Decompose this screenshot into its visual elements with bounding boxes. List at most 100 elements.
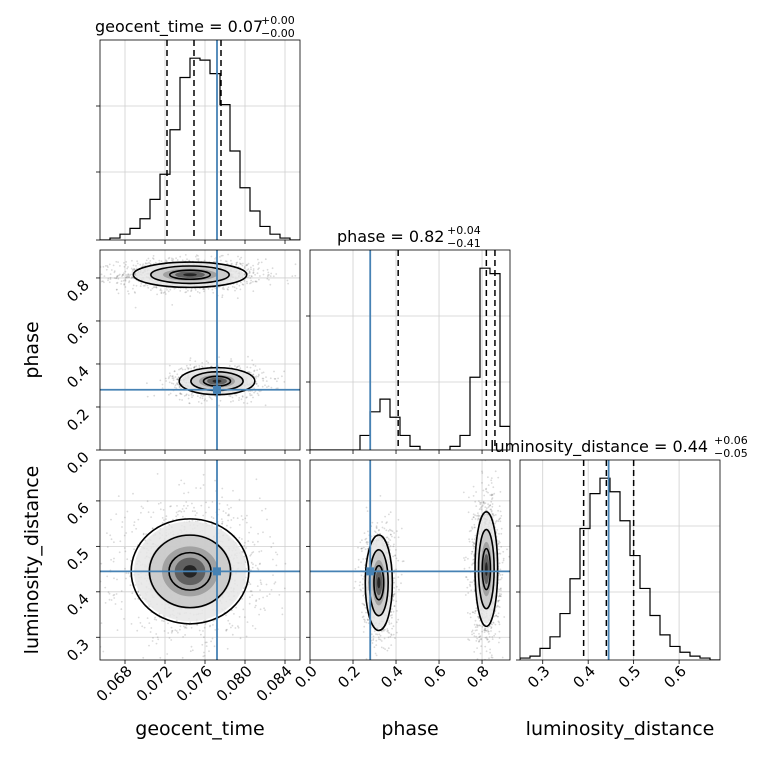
sample-point [120,608,123,610]
contour-line [168,269,212,281]
sample-point [89,597,91,599]
sample-point [250,553,253,556]
sample-point [248,371,251,373]
sample-point [181,399,184,401]
sample-point [221,520,224,523]
sample-point [180,479,183,482]
sample-point [473,651,476,653]
sample-point [106,575,109,578]
sample-point [490,477,493,479]
sample-point [500,527,503,530]
sample-point [241,395,244,398]
sample-point [244,517,247,520]
sample-point [170,639,173,641]
sample-point [241,518,244,521]
sample-point [190,626,193,629]
sample-point [487,503,489,506]
sample-point [180,510,183,513]
sample-point [205,360,208,363]
sample-point [221,487,224,490]
sample-point [136,267,138,270]
sample-point [247,370,250,373]
sample-point [221,254,224,257]
sample-point [246,366,249,369]
sample-point [220,259,222,262]
sample-point [203,626,206,629]
sample-point [500,532,503,535]
sample-point [105,268,108,271]
sample-point [178,385,181,388]
sample-point [238,399,240,401]
sample-point [124,278,127,281]
sample-point [202,514,205,517]
sample-point [254,627,257,630]
sample-point [250,561,253,564]
sample-point [238,284,241,287]
sample-point [485,650,488,653]
sample-point [266,277,269,280]
sample-point [469,585,472,587]
sample-point [498,606,501,608]
sample-point [485,490,488,493]
sample-point [237,626,240,629]
sample-point [211,501,214,503]
sample-point [115,288,118,291]
sample-point [252,551,255,553]
sample-point [259,579,262,582]
sample-point [171,630,173,633]
sample-point [124,286,127,288]
sample-point [152,286,155,289]
sample-point [173,386,176,389]
sample-point [497,520,500,523]
panel-phase-histogram [306,249,511,454]
sample-point [180,393,182,395]
sample-point [243,267,246,269]
sample-point [470,529,472,532]
sample-point [246,282,249,285]
sample-point [213,645,216,648]
sample-point [144,539,147,541]
sample-point [201,395,204,397]
sample-point [267,385,270,388]
sample-point [487,630,489,633]
sample-point [128,281,130,284]
sample-point [115,593,118,595]
sample-point [177,378,179,381]
sample-point [237,625,239,628]
sample-point [201,365,203,368]
sample-point [276,553,279,556]
sample-point [479,624,481,627]
sample-point [148,261,151,264]
sample-point [191,519,194,522]
sample-point [232,400,235,402]
sample-point [239,367,242,370]
sample-point [491,505,494,508]
sample-point [173,370,176,373]
sample-point [113,541,115,544]
sample-point [246,621,249,623]
sample-point [257,568,260,571]
sample-point [485,629,488,632]
sample-point [103,281,105,284]
sample-point [467,557,469,560]
sample-point [498,562,501,565]
sample-point [136,260,139,263]
sample-point [226,262,229,265]
sample-point [110,558,112,561]
phase-hist-content [310,250,510,450]
sample-point [212,291,215,294]
sample-point [258,550,261,553]
sample-point [189,621,192,624]
sample-point [106,532,108,534]
sample-point [480,501,482,504]
sample-point [222,510,225,513]
sample-point [140,505,143,508]
sample-point [257,268,259,271]
sample-point [227,619,230,622]
sample-point [218,502,221,505]
sample-point [269,377,272,380]
sample-point [142,507,145,509]
sample-point [177,378,179,381]
sample-point [189,357,192,359]
sample-point [266,595,268,597]
